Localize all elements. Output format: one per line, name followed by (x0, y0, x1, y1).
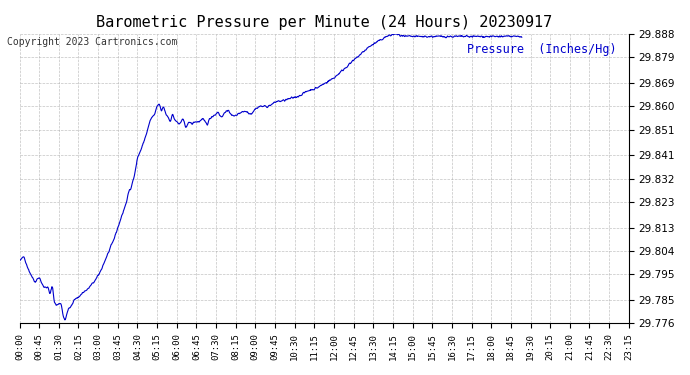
Text: Pressure  (Inches/Hg): Pressure (Inches/Hg) (467, 43, 617, 56)
Text: Copyright 2023 Cartronics.com: Copyright 2023 Cartronics.com (7, 37, 177, 47)
Title: Barometric Pressure per Minute (24 Hours) 20230917: Barometric Pressure per Minute (24 Hours… (96, 15, 552, 30)
